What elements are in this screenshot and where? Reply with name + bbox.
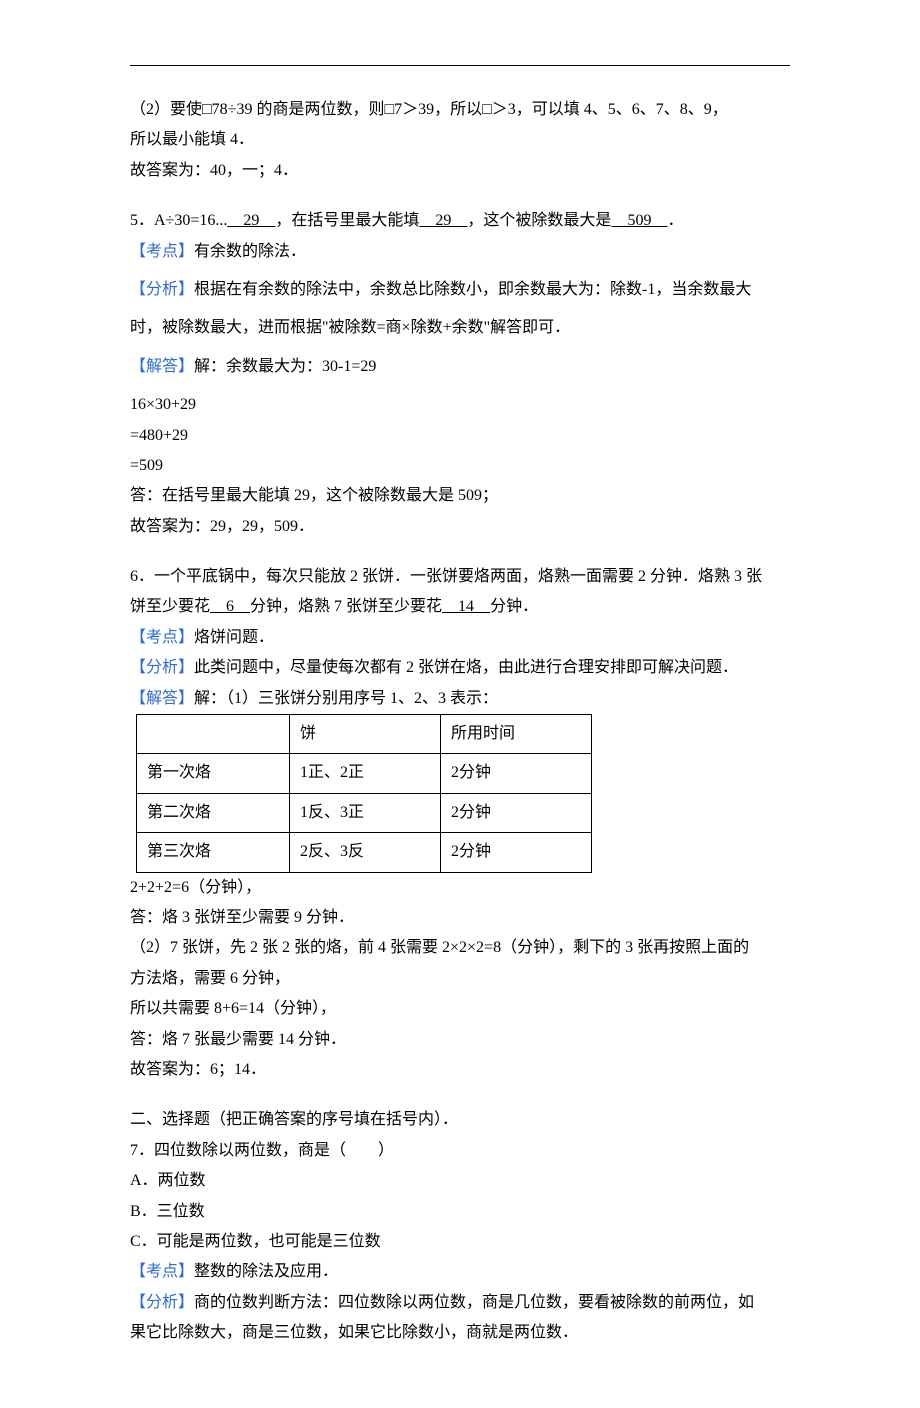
q6-stem2b: 分钟，烙熟 7 张饼至少要花 [250, 598, 442, 615]
table-row: 第二次烙 1反、3正 2分钟 [137, 793, 592, 832]
table-cell: 2分钟 [441, 833, 592, 872]
fenxi-label: 【分析】 [130, 281, 194, 298]
q6-jieda: 【解答】解：（1）三张饼分别用序号 1、2、3 表示： [130, 684, 790, 714]
q6-stem2: 饼至少要花 6 分钟，烙熟 7 张饼至少要花 14 分钟． [130, 592, 790, 622]
q6-l2: 答：烙 3 张饼至少需要 9 分钟． [130, 903, 790, 933]
table-cell: 2反、3反 [290, 833, 441, 872]
fenxi-text: 此类问题中，尽量使每次都有 2 张饼在烙，由此进行合理安排即可解决问题． [194, 659, 738, 676]
kaodian-text: 整数的除法及应用． [194, 1263, 338, 1280]
q5-blank3: 509 [611, 212, 667, 229]
q5-stem-d: ． [667, 212, 683, 229]
table-cell: 1反、3正 [290, 793, 441, 832]
q6-stem2a: 饼至少要花 [130, 598, 210, 615]
table-cell: 1正、2正 [290, 754, 441, 793]
q6-stem2c: 分钟． [490, 598, 538, 615]
q6-answer: 故答案为：6；14． [130, 1055, 790, 1085]
q6-kaodian: 【考点】烙饼问题． [130, 623, 790, 653]
q4-line2: （2）要使□78÷39 的商是两位数，则□7＞39，所以□＞3，可以填 4、5、… [130, 95, 790, 125]
kaodian-label: 【考点】 [130, 629, 194, 646]
q6-l4: 方法烙，需要 6 分钟， [130, 964, 790, 994]
table-row: 第一次烙 1正、2正 2分钟 [137, 754, 592, 793]
q5-fenxi: 【分析】根据在有余数的除法中，余数总比除数小，即余数最大为：除数-1，当余数最大 [130, 275, 790, 305]
q7-fenxi: 【分析】商的位数判断方法：四位数除以两位数，商是几位数，要看被除数的前两位，如 [130, 1288, 790, 1318]
q7-optC: C．可能是两位数，也可能是三位数 [130, 1227, 790, 1257]
q6-blank1: 6 [210, 598, 250, 615]
table-row: 第三次烙 2反、3反 2分钟 [137, 833, 592, 872]
jieda-label: 【解答】 [130, 358, 194, 375]
jieda-label: 【解答】 [130, 690, 194, 707]
table-cell: 2分钟 [441, 793, 592, 832]
document-page: （2）要使□78÷39 的商是两位数，则□7＞39，所以□＞3，可以填 4、5、… [0, 0, 920, 1408]
kaodian-text: 烙饼问题． [194, 629, 274, 646]
kaodian-text: 有余数的除法． [194, 243, 306, 260]
q5-stem: 5．A÷30=16... 29 ，在括号里最大能填 29 ，这个被除数最大是 5… [130, 206, 790, 236]
q7-optA: A．两位数 [130, 1166, 790, 1196]
table-cell: 第二次烙 [137, 793, 290, 832]
q6-stem1: 6．一个平底锅中，每次只能放 2 张饼．一张饼要烙两面，烙熟一面需要 2 分钟．… [130, 562, 790, 592]
q6-l6: 答：烙 7 张最少需要 14 分钟． [130, 1025, 790, 1055]
jieda-text: 解：余数最大为：30-1=29 [194, 358, 376, 375]
q6-l5: 所以共需要 8+6=14（分钟）， [130, 994, 790, 1024]
q7-optB: B．三位数 [130, 1197, 790, 1227]
table-cell: 饼 [290, 715, 441, 754]
fenxi-label: 【分析】 [130, 1294, 194, 1311]
fenxi-text: 商的位数判断方法：四位数除以两位数，商是几位数，要看被除数的前两位，如 [194, 1294, 754, 1311]
table-cell: 第一次烙 [137, 754, 290, 793]
q5-stem-a: 5．A÷30=16... [130, 212, 227, 229]
q5-calc1: 16×30+29 [130, 390, 790, 420]
q6-l3: （2）7 张饼，先 2 张 2 张的烙，前 4 张需要 2×2×2=8（分钟），… [130, 933, 790, 963]
q6-blank2: 14 [442, 598, 490, 615]
jieda-text: 解：（1）三张饼分别用序号 1、2、3 表示： [194, 690, 498, 707]
q5-kaodian: 【考点】有余数的除法． [130, 237, 790, 267]
kaodian-label: 【考点】 [130, 243, 194, 260]
table-cell [137, 715, 290, 754]
table-cell: 2分钟 [441, 754, 592, 793]
fenxi-text: 根据在有余数的除法中，余数总比除数小，即余数最大为：除数-1，当余数最大 [194, 281, 751, 298]
q5-stem-b: ，在括号里最大能填 [275, 212, 419, 229]
table-cell: 所用时间 [441, 715, 592, 754]
q5-stem-c: ，这个被除数最大是 [467, 212, 611, 229]
pancake-table: 饼 所用时间 第一次烙 1正、2正 2分钟 第二次烙 1反、3正 2分钟 第三次… [136, 714, 592, 873]
q5-blank1: 29 [227, 212, 275, 229]
kaodian-label: 【考点】 [130, 1263, 194, 1280]
q5-calc2: =480+29 [130, 421, 790, 451]
q5-jieda: 【解答】解：余数最大为：30-1=29 [130, 352, 790, 382]
section2-title: 二、选择题（把正确答案的序号填在括号内）． [130, 1105, 790, 1135]
q4-answer: 故答案为：40，一；4． [130, 156, 790, 186]
header-rule [130, 65, 790, 66]
table-row: 饼 所用时间 [137, 715, 592, 754]
q7-fenxi2: 果它比除数大，商是三位数，如果它比除数小，商就是两位数． [130, 1318, 790, 1348]
q5-blank2: 29 [419, 212, 467, 229]
q7-kaodian: 【考点】整数的除法及应用． [130, 1257, 790, 1287]
q5-conclusion: 答：在括号里最大能填 29，这个被除数最大是 509； [130, 481, 790, 511]
q5-answer: 故答案为：29，29，509． [130, 512, 790, 542]
q4-line3: 所以最小能填 4． [130, 125, 790, 155]
q7-stem: 7．四位数除以两位数，商是（ ） [130, 1136, 790, 1166]
q5-calc3: =509 [130, 451, 790, 481]
q6-fenxi: 【分析】此类问题中，尽量使每次都有 2 张饼在烙，由此进行合理安排即可解决问题． [130, 653, 790, 683]
q5-fenxi2: 时，被除数最大，进而根据"被除数=商×除数+余数"解答即可． [130, 313, 790, 343]
q6-l1: 2+2+2=6（分钟）， [130, 873, 790, 903]
fenxi-label: 【分析】 [130, 659, 194, 676]
table-cell: 第三次烙 [137, 833, 290, 872]
